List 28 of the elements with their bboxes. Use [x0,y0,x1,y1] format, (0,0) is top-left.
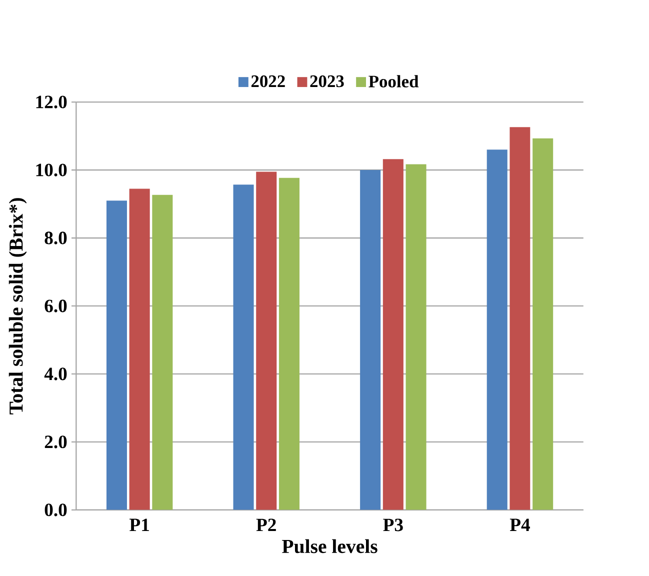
bar [278,178,300,510]
bar [106,200,127,510]
bar [532,138,554,510]
y-tick-label: 12.0 [36,96,67,108]
bar [382,159,404,510]
bar [360,170,381,510]
y-tick-label: 8.0 [44,232,67,244]
bar [233,184,254,510]
y-tick-label: 4.0 [44,368,67,380]
bar [256,172,277,510]
bar [510,127,530,510]
y-tick-label: 2.0 [44,436,67,448]
legend-label: 2023 [310,75,344,88]
bar [152,194,173,510]
bar [486,150,508,510]
x-axis-title: Pulse levels [282,539,378,554]
legend-label: 2022 [251,75,285,88]
bar [129,188,150,510]
y-tick-label: 0.0 [44,504,67,516]
bar [406,164,426,510]
x-tick-label: P4 [510,518,530,531]
x-tick-label: P3 [383,518,403,532]
x-tick-label: P2 [256,518,276,531]
legend-label: Pooled [368,75,419,88]
x-tick-label: P1 [130,518,149,531]
y-axis-title: Total soluble solid (Brix*) [8,198,27,414]
y-tick-label: 10.0 [36,164,67,176]
y-tick-label: 6.0 [44,300,67,312]
